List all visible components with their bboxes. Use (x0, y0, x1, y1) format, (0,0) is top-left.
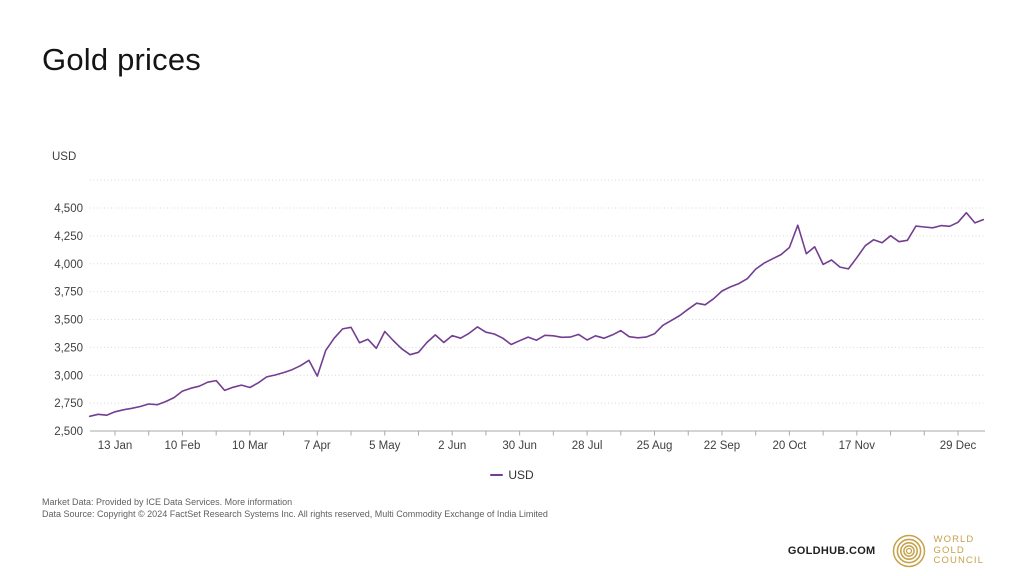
wgc-rings-icon (892, 534, 925, 568)
x-axis-label: 7 Apr (304, 440, 331, 452)
x-axis-label: 22 Sep (704, 440, 740, 452)
market-data-text: Market Data: Provided by ICE Data Servic… (42, 497, 225, 507)
legend-label-usd: USD (508, 468, 534, 482)
x-axis-label: 2 Jun (438, 440, 466, 452)
data-source-note: Data Source: Copyright © 2024 FactSet Re… (42, 508, 548, 519)
wgc-logo-line: WORLD (933, 534, 975, 546)
market-data-note: Market Data: Provided by ICE Data Servic… (42, 497, 548, 509)
y-axis-label: 2,500 (54, 426, 83, 438)
y-axis-label: 4,000 (54, 259, 83, 271)
world-gold-council-logo: WORLD GOLD COUNCIL (890, 530, 984, 572)
y-axis-label: 2,750 (54, 398, 83, 410)
goldhub-site-label: GOLDHUB.COM (787, 545, 876, 557)
price-line-usd[interactable] (88, 211, 985, 418)
legend-line-swatch (490, 473, 504, 477)
x-axis-label: 25 Aug (637, 440, 673, 452)
y-axis-unit-label: USD (52, 151, 77, 163)
footer: Market Data: Provided by ICE Data Servic… (42, 497, 548, 520)
wgc-logo-line: COUNCIL (933, 555, 984, 567)
x-axis-label: 10 Feb (165, 440, 201, 452)
x-axis-label: 30 Jun (502, 440, 537, 452)
page-title: Gold prices (42, 42, 201, 77)
x-axis-label: 10 Mar (232, 440, 268, 452)
y-axis-label: 3,500 (54, 315, 83, 327)
x-axis-label: 28 Jul (572, 440, 603, 452)
y-axis-label: 4,250 (54, 231, 83, 243)
x-axis-label: 13 Jan (98, 440, 133, 452)
wgc-logo-text: WORLD GOLD COUNCIL (934, 535, 984, 567)
x-axis-label: 5 May (369, 440, 401, 452)
legend[interactable]: USD (0, 468, 1024, 482)
y-axis-label: 4,500 (54, 203, 83, 215)
y-axis-label: 3,000 (54, 370, 83, 382)
x-axis-label: 20 Oct (772, 440, 807, 452)
wgc-logo-line: GOLD (933, 544, 965, 556)
x-axis-label: 29 Dec (940, 440, 977, 452)
y-axis-label: 3,250 (54, 342, 83, 354)
y-axis-label: 3,750 (54, 287, 83, 299)
branding: GOLDHUB.COM WORLD GOLD COUNCIL (788, 530, 984, 572)
x-axis-label: 17 Nov (839, 440, 876, 452)
more-information-link[interactable]: More information (224, 497, 293, 507)
